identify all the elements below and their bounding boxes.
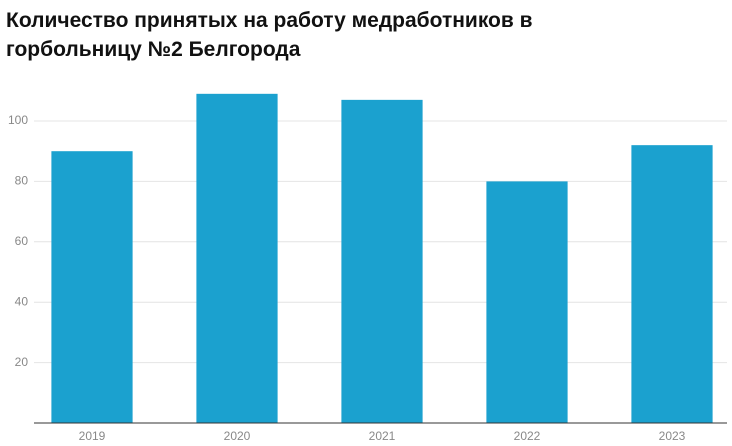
bar: [51, 151, 133, 423]
bar: [341, 99, 423, 424]
bar: [486, 181, 568, 423]
chart-title: Количество принятых на работу медработни…: [6, 9, 533, 61]
y-tick-label: 80: [15, 174, 29, 188]
y-tick-label: 100: [8, 113, 28, 127]
y-tick-label: 20: [15, 355, 29, 369]
bar: [631, 145, 713, 423]
x-tick-label: 2020: [224, 429, 251, 443]
x-tick-label: 2022: [514, 429, 541, 443]
x-tick-label: 2023: [659, 429, 686, 443]
x-tick-label: 2021: [369, 429, 396, 443]
x-tick-label: 2019: [79, 429, 106, 443]
y-tick-label: 60: [15, 234, 29, 248]
y-tick-label: 40: [15, 294, 29, 308]
bar: [196, 93, 278, 423]
